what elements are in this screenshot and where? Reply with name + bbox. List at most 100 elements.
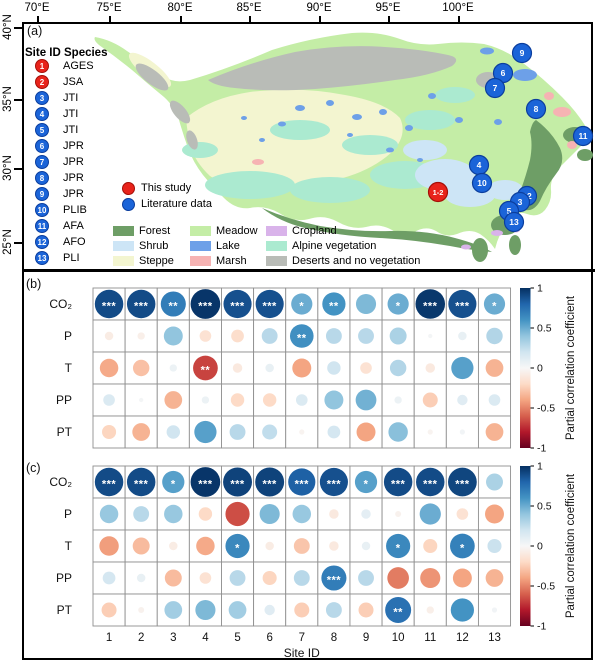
site-legend-species: JTI [63, 92, 79, 104]
colorbar-tick-label: 0 [537, 363, 543, 375]
corr-bubble [299, 429, 305, 435]
landcover-swatch [190, 241, 211, 251]
lat-tick-label: 30°N [2, 155, 14, 181]
site-marker-label: 3 [518, 197, 523, 207]
lat-tick-mark [14, 27, 22, 29]
significance-stars: *** [327, 575, 342, 587]
corr-bubble [491, 607, 498, 613]
lon-tick-label: 80°E [167, 2, 193, 14]
corr-bubble [169, 541, 178, 551]
site-marker-label: 8 [534, 104, 539, 114]
corr-bubble [325, 602, 342, 618]
corr-bubble [231, 329, 244, 343]
species-header: Species [64, 47, 108, 59]
corr-bubble [452, 568, 472, 588]
x-axis-title: Site ID [284, 646, 320, 660]
corr-bubble [383, 467, 413, 497]
site-legend-species: AFO [63, 236, 86, 248]
corr-bubble [264, 604, 275, 616]
site-marker-label: 9 [520, 48, 525, 58]
corr-bubble [262, 570, 277, 586]
corr-bubble [457, 394, 468, 406]
landcover-label: Meadow [216, 225, 258, 237]
corr-bubble [483, 293, 506, 315]
site-marker-circle [525, 98, 547, 120]
corr-bubble [225, 533, 250, 559]
landcover-swatch [190, 256, 211, 266]
site-id-header: Site ID [25, 47, 61, 59]
significance-stars: *** [198, 301, 213, 313]
site-legend-circle: 4 [35, 107, 49, 121]
lakes [241, 47, 537, 162]
lon-tick-mark [109, 16, 111, 22]
corr-bubble [324, 390, 344, 410]
lon-tick-label: 95°E [375, 2, 401, 14]
corr-bubble [485, 423, 504, 441]
site-marker-label: 4 [477, 160, 482, 170]
site-marker-circle [471, 172, 493, 194]
study-legend-label: This study [141, 181, 192, 194]
corr-bubble [426, 606, 434, 614]
corr-bubble [450, 598, 474, 622]
corr-bubble [225, 501, 250, 527]
significance-stars: *** [423, 479, 438, 491]
landcover-label: Deserts and no vegetation [292, 255, 421, 267]
corr-bubble [262, 393, 277, 407]
lat-tick-mark [14, 242, 22, 244]
corr-bubble [132, 359, 150, 377]
corr-bubble [160, 291, 186, 317]
desert-band [208, 46, 457, 91]
panel-a-bottom-border [22, 269, 595, 272]
site-legend-species: JPR [63, 156, 84, 168]
corr-bubble [198, 507, 213, 521]
row-label-0: CO₂ [49, 297, 72, 311]
lat-tick-label: 25°N [2, 229, 14, 255]
site-legend-circle: 3 [35, 91, 49, 105]
lon-tick-mark [249, 16, 251, 22]
landcover-swatch [190, 226, 211, 236]
row-label-2: T [65, 361, 73, 375]
corr-bubble [327, 361, 341, 375]
matrix-cell [253, 383, 287, 417]
site-marker-label: 5 [507, 206, 512, 216]
site-legend-species: PLIB [63, 204, 87, 216]
corr-bubble [229, 570, 246, 586]
corr-bubble [419, 503, 441, 525]
x-tick-label: 4 [202, 632, 209, 644]
row-label-4: PT [57, 425, 73, 439]
site-marker-7: 7 [484, 77, 506, 99]
colorbar [520, 466, 531, 626]
corr-bubble [486, 473, 503, 491]
row-label-2: T [65, 539, 73, 553]
corr-bubble [163, 326, 183, 346]
colorbar-tick-label: -1 [537, 621, 546, 633]
site-legend-circle: 6 [35, 139, 49, 153]
landcover-label: Shrub [139, 240, 169, 252]
matrix-cell [349, 287, 383, 321]
corr-bubble [356, 422, 376, 442]
corr-bubble [319, 467, 348, 497]
site-marker-circle [427, 181, 449, 203]
corr-bubble [292, 358, 312, 378]
corr-bubble [138, 607, 145, 613]
landcover-label: Cropland [292, 225, 337, 237]
corr-bubble [289, 324, 314, 348]
row-label-3: PP [56, 393, 72, 407]
corr-bubble [265, 363, 274, 373]
site-marker-9: 9 [511, 42, 533, 64]
site-marker-11: 11 [572, 125, 594, 147]
significance-stars: ** [297, 333, 307, 345]
corr-bubble [395, 511, 402, 517]
corr-bubble [232, 363, 243, 373]
corr-bubble [423, 538, 438, 554]
corr-bubble [388, 422, 408, 442]
colorbar-axis-title: Partial correlation coefficient [565, 473, 577, 618]
corr-bubble [193, 355, 218, 381]
corr-bubble [325, 328, 342, 344]
corr-bubble [261, 328, 278, 344]
colorbar [520, 288, 531, 448]
corr-bubble [139, 397, 144, 403]
corr-bubble [164, 601, 183, 619]
